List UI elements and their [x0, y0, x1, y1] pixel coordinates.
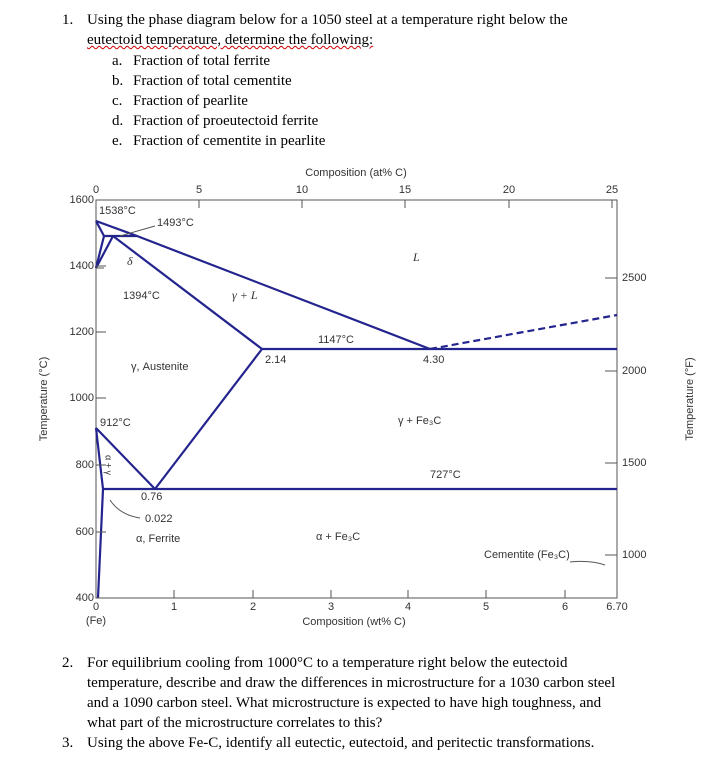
right-tick-label: 1000 [622, 549, 646, 561]
question-text: eutectoid temperature, determine the fol… [87, 32, 374, 48]
region-label: γ + Fe₃C [398, 415, 441, 427]
region-label: 727°C [430, 469, 461, 481]
left-tick-label: 800 [76, 459, 94, 471]
bottom-tick-label: 6 [562, 601, 568, 613]
question-text: Using the phase diagram below for a 1050… [87, 12, 568, 28]
region-label: γ + L [232, 288, 258, 302]
top-tick-label: 20 [503, 184, 515, 196]
liquidus [95, 219, 431, 351]
region-label: 912°C [100, 417, 131, 429]
region-label: 0.76 [141, 491, 162, 503]
bottom-tick-label: 3 [328, 601, 334, 613]
left-tick-label: 1400 [70, 260, 94, 272]
item-label: c. [112, 93, 123, 109]
graphite-liquidus [429, 313, 618, 351]
question-number: 2. [62, 655, 74, 671]
plot-frame [95, 199, 618, 599]
delta-gamma-boundary [95, 235, 114, 269]
question-number: 3. [62, 735, 74, 751]
right-tick-label: 2500 [622, 272, 646, 284]
bottom-tick-label: 4 [405, 601, 411, 613]
a3-line [95, 427, 156, 490]
question-text: Using the above Fe-C, identify all eutec… [87, 735, 595, 751]
solidus [112, 235, 263, 350]
left-tick-label: 600 [76, 526, 94, 538]
region-label: L [412, 250, 420, 264]
left-tick-label: 400 [76, 592, 94, 604]
item-label: a. [112, 53, 123, 69]
region-label: α + Fe₃C [316, 531, 360, 543]
item-label: b. [112, 73, 124, 89]
top-tick-label: 0 [93, 184, 99, 196]
bottom-tick-label: 2 [250, 601, 256, 613]
region-label: α + γ [104, 455, 114, 475]
leader [119, 225, 156, 237]
region-label: 1394°C [123, 290, 160, 302]
question-text: temperature, describe and draw the diffe… [87, 675, 616, 691]
question-number: 1. [62, 12, 74, 28]
origin-note: (Fe) [86, 615, 106, 627]
item-label: d. [112, 113, 124, 129]
top-tick-label: 5 [196, 184, 202, 196]
region-label: 2.14 [265, 354, 286, 366]
right-tick-label: 1500 [622, 457, 646, 469]
region-label: 1493°C [157, 217, 194, 229]
question-text: For equilibrium cooling from 1000°C to a… [87, 655, 568, 671]
item-text: Fraction of pearlite [133, 93, 248, 109]
region-label: 4.30 [423, 354, 444, 366]
top-tick-label: 10 [296, 184, 308, 196]
region-label: α, Ferrite [136, 533, 180, 545]
question-text: what part of the microstructure correlat… [87, 715, 383, 731]
item-text: Fraction of cementite in pearlite [133, 133, 326, 149]
right-axis-label: Temperature (°F) [684, 357, 696, 440]
bottom-axis-label: Composition (wt% C) [302, 616, 405, 628]
left-tick-label: 1000 [70, 392, 94, 404]
item-text: Fraction of proeutectoid ferrite [133, 113, 319, 129]
item-label: e. [112, 133, 123, 149]
region-label: Cementite (Fe₃C) [484, 549, 570, 561]
top-tick-label: 25 [606, 184, 618, 196]
bottom-tick-label: 1 [171, 601, 177, 613]
bottom-tick-label: 0 [93, 601, 99, 613]
acm-line [154, 348, 263, 490]
top-axis-label: Composition (at% C) [305, 167, 406, 179]
region-label: δ [127, 254, 133, 268]
bottom-tick-label: 5 [483, 601, 489, 613]
left-axis-label: Temperature (°C) [38, 357, 50, 441]
question-text: and a 1090 carbon steel. What microstruc… [87, 695, 602, 711]
bottom-tick-label: 6.70 [606, 601, 627, 613]
leader [109, 499, 141, 519]
ferrite-solvus [94, 427, 105, 599]
right-tick-label: 2000 [622, 365, 646, 377]
region-label: 1538°C [99, 205, 136, 217]
region-label: 0.022 [145, 513, 173, 525]
item-text: Fraction of total ferrite [133, 53, 271, 69]
region-label: γ, Austenite [131, 361, 188, 373]
left-tick-label: 1200 [70, 326, 94, 338]
item-text: Fraction of total cementite [133, 73, 292, 89]
region-label: 1147°C [318, 334, 354, 346]
left-tick-label: 1600 [70, 194, 94, 206]
leader [569, 560, 606, 566]
top-tick-label: 15 [399, 184, 411, 196]
